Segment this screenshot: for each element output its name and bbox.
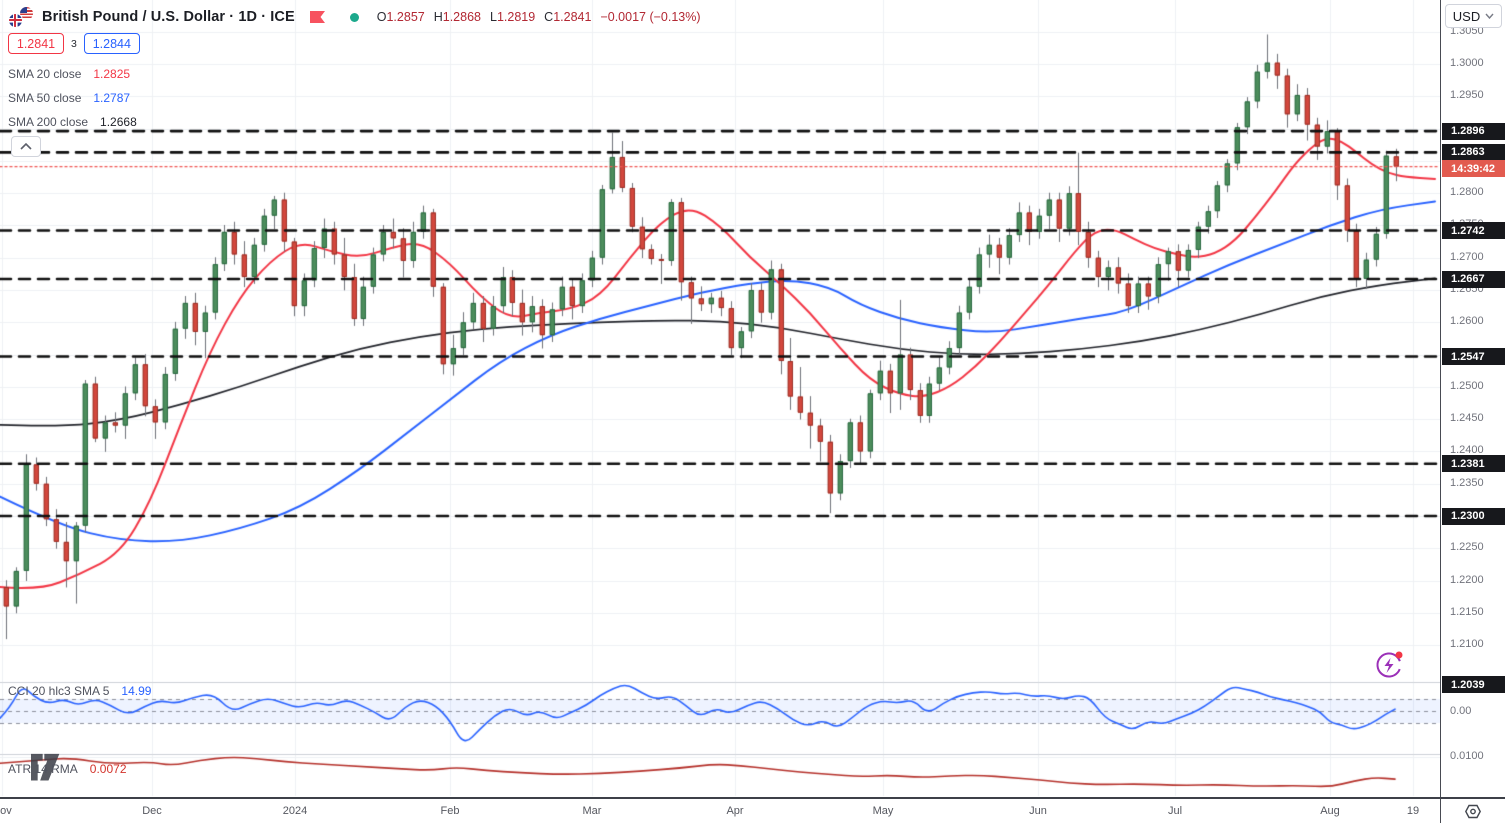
time-tick-label: Jul xyxy=(1167,805,1183,817)
sma50-value: 1.2787 xyxy=(93,91,131,105)
price-level-badge: 1.2300 xyxy=(1442,507,1505,525)
gear-icon xyxy=(1465,804,1481,818)
bar-countdown-badge: 14:39:42 xyxy=(1442,160,1505,178)
us-flag-icon xyxy=(19,6,34,21)
time-tick-label: Jun xyxy=(1029,805,1047,817)
tradingview-watermark-logo xyxy=(31,753,60,781)
price-axis-label: 1.2400 xyxy=(1450,444,1484,457)
price-level-badge: 1.2039 xyxy=(1442,676,1505,694)
price-axis-label: 1.2500 xyxy=(1450,379,1484,392)
flag-marker-icon[interactable] xyxy=(309,10,326,25)
price-level-badge: 1.2863 xyxy=(1442,143,1505,161)
time-axis-settings-corner[interactable] xyxy=(1440,797,1505,823)
chevron-down-icon xyxy=(1485,13,1494,19)
price-level-badge: 1.2896 xyxy=(1442,122,1505,140)
pane-separator[interactable] xyxy=(0,682,1505,683)
atr-pane-legend[interactable]: ATR 14 RMA 0.0072 xyxy=(8,762,127,776)
price-level-badge: 1.2667 xyxy=(1442,270,1505,288)
price-axis-label: 1.2250 xyxy=(1450,541,1484,554)
price-axis-label: 1.2700 xyxy=(1450,250,1484,263)
price-chart-canvas[interactable] xyxy=(0,0,1440,797)
time-tick-label: May xyxy=(872,805,894,817)
time-tick-label: Nov xyxy=(0,805,12,817)
atr-axis-label: 0.0100 xyxy=(1450,750,1484,762)
price-axis-label: 1.3000 xyxy=(1450,56,1484,69)
quote-buttons: 1.2841 3 1.2844 xyxy=(8,33,140,54)
price-axis-label: 1.2450 xyxy=(1450,412,1484,425)
currency-toggle-button[interactable]: USD xyxy=(1445,4,1502,28)
atr-value: 0.0072 xyxy=(89,762,127,776)
price-axis-label: 1.2350 xyxy=(1450,476,1484,489)
price-axis-label: 1.2150 xyxy=(1450,605,1484,618)
price-axis-label: 1.2800 xyxy=(1450,186,1484,199)
flash-promo-button[interactable] xyxy=(1372,646,1408,682)
sma20-value: 1.2825 xyxy=(93,67,131,81)
studies-legend: SMA 20 close 1.2825 SMA 50 close 1.2787 … xyxy=(8,62,137,134)
cci-value: 14.99 xyxy=(121,684,152,698)
price-axis-label: 1.2950 xyxy=(1450,89,1484,102)
cci-axis-label: 0.00 xyxy=(1450,705,1472,717)
time-tick-label: Aug xyxy=(1320,805,1340,817)
price-level-badge: 1.2381 xyxy=(1442,455,1505,473)
market-open-dot-icon xyxy=(349,12,359,22)
time-tick-label: 2024 xyxy=(282,805,308,817)
symbol-flags-icon xyxy=(8,6,34,28)
time-tick-label: Apr xyxy=(726,805,744,817)
uk-flag-icon xyxy=(8,13,23,28)
price-axis[interactable]: USD 1.30501.30001.29501.29001.28501.2800… xyxy=(1440,0,1505,797)
study-row-sma50[interactable]: SMA 50 close 1.2787 xyxy=(8,91,131,105)
symbol-title[interactable]: British Pound / U.S. Dollar · 1D · ICE xyxy=(42,9,295,25)
sell-button[interactable]: 1.2841 xyxy=(8,33,64,54)
sma200-value: 1.2668 xyxy=(100,115,137,129)
buy-button[interactable]: 1.2844 xyxy=(83,33,140,54)
lightning-icon xyxy=(1376,651,1403,678)
study-row-sma200[interactable]: SMA 200 close 1.2668 xyxy=(8,115,137,129)
time-axis[interactable]: Nov Dec 2024 Feb Mar Apr May Jun Jul Aug 19 xyxy=(0,797,1440,823)
chevron-up-icon xyxy=(20,143,32,150)
change-value: −0.0017 (−0.13%) xyxy=(600,10,701,24)
time-tick-label: Dec xyxy=(142,805,162,817)
time-tick-label: Mar xyxy=(582,805,602,817)
price-axis-label: 1.2600 xyxy=(1450,315,1484,328)
price-level-badge: 1.2547 xyxy=(1442,348,1505,365)
cci-pane-legend[interactable]: CCI 20 hlc3 SMA 5 14.99 xyxy=(8,684,152,698)
price-axis-label: 1.2200 xyxy=(1450,573,1484,586)
time-tick-label: Feb xyxy=(440,805,460,817)
study-row-sma20[interactable]: SMA 20 close 1.2825 xyxy=(8,67,131,81)
collapse-legend-button[interactable] xyxy=(11,136,41,157)
chart-legend-header: British Pound / U.S. Dollar · 1D · ICE O… xyxy=(8,6,701,28)
time-tick-label: 19 xyxy=(1406,805,1420,817)
price-axis-label: 1.2100 xyxy=(1450,638,1484,651)
ohlc-values: O1.2857 H1.2868 L1.2819 C1.2841 −0.0017 … xyxy=(376,10,701,24)
pane-separator[interactable] xyxy=(0,754,1505,755)
spread-value: 3 xyxy=(71,37,77,50)
price-level-badge: 1.2742 xyxy=(1442,222,1505,240)
